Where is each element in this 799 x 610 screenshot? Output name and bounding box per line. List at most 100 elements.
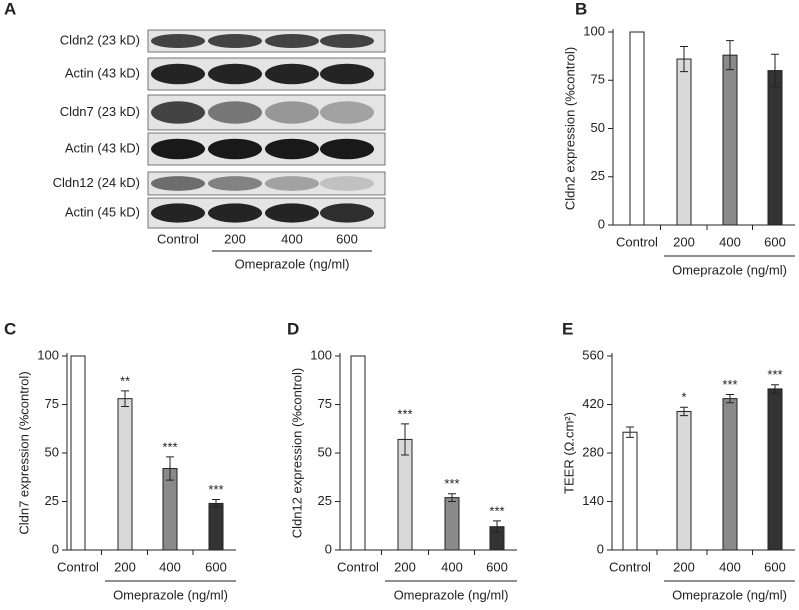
blot-row-label: Actin (45 kD) [65, 204, 140, 219]
blot-band [320, 101, 374, 124]
group-label: Omeprazole (ng/ml) [113, 587, 228, 602]
error-bar [771, 384, 779, 394]
blot-band [265, 176, 319, 191]
significance: *** [208, 482, 223, 497]
bar [350, 355, 366, 551]
x-tick-label: 400 [441, 559, 463, 574]
blot-band [208, 33, 262, 49]
significance: *** [162, 439, 177, 454]
x-tick-label: 400 [159, 559, 181, 574]
error-bar [448, 493, 456, 502]
blot-row-label: Cldn2 (23 kD) [60, 32, 140, 47]
blot-band [265, 101, 319, 124]
bar [722, 54, 738, 226]
x-tick-label: 400 [719, 559, 741, 574]
panel-label: C [4, 319, 16, 338]
x-tick-label: 200 [394, 559, 416, 574]
group-label: Omeprazole (ng/ml) [672, 587, 787, 602]
panel-label: B [575, 0, 587, 18]
group-label: Omeprazole (ng/ml) [394, 587, 509, 602]
blot-band [208, 63, 262, 85]
panel-label: D [287, 319, 299, 338]
y-tick-label: 75 [591, 72, 605, 87]
error-bar [401, 423, 409, 456]
blot-row-label: Cldn7 (23 kD) [60, 104, 140, 119]
bar [117, 398, 133, 551]
blot-band [151, 203, 205, 223]
bar [444, 497, 460, 551]
x-tick-label: 200 [673, 234, 695, 249]
significance: *** [489, 503, 504, 518]
blot-row-label: Actin (43 kD) [65, 65, 140, 80]
y-tick-label: 50 [318, 444, 332, 459]
error-bar [626, 426, 634, 438]
blot-row-label: Cldn12 (24 kD) [53, 175, 140, 190]
x-tick-label: 600 [486, 559, 508, 574]
significance: *** [444, 476, 459, 491]
group-label: Omeprazole (ng/ml) [672, 262, 787, 277]
error-bar [166, 456, 174, 481]
blot-band [265, 63, 319, 85]
blot-band [265, 203, 319, 223]
bar [622, 431, 638, 551]
significance: *** [767, 367, 782, 382]
y-tick-label: 100 [310, 347, 332, 362]
group-label: Omeprazole (ng/ml) [235, 256, 350, 271]
blot-band [151, 138, 205, 160]
panel-label: A [4, 0, 16, 18]
y-tick-label: 25 [591, 168, 605, 183]
x-tick-label: Control [609, 559, 651, 574]
y-tick-label: 100 [37, 347, 59, 362]
lane-label: 600 [336, 231, 358, 246]
x-tick-label: 200 [673, 559, 695, 574]
y-tick-label: 25 [45, 493, 59, 508]
bar [767, 388, 783, 551]
bar [722, 398, 738, 551]
x-tick-label: Control [616, 234, 658, 249]
y-tick-label: 100 [583, 23, 605, 38]
blot-band [320, 33, 374, 49]
y-tick-label: 0 [325, 541, 332, 556]
blot-band [265, 138, 319, 160]
significance: * [681, 390, 686, 405]
bar [676, 410, 692, 551]
error-bar [121, 390, 129, 407]
bar [767, 70, 783, 226]
y-tick-label: 420 [582, 396, 604, 411]
blot-row-label: Actin (43 kD) [65, 140, 140, 155]
x-tick-label: Control [57, 559, 99, 574]
error-bar [726, 40, 734, 71]
bar [397, 438, 413, 551]
y-tick-label: 50 [591, 120, 605, 135]
blot-band [151, 101, 205, 124]
blot-band [208, 138, 262, 160]
x-tick-label: Control [337, 559, 379, 574]
x-tick-label: 600 [764, 559, 786, 574]
bar [70, 355, 86, 551]
x-tick-label: 200 [114, 559, 136, 574]
error-bar [726, 393, 734, 404]
y-axis-label: Cldn12 expression (%control) [289, 368, 304, 539]
lane-label: 200 [224, 231, 246, 246]
blot-band [320, 63, 374, 85]
lane-label: Control [157, 231, 199, 246]
error-bar [680, 45, 688, 73]
significance: ** [120, 373, 130, 388]
y-tick-label: 50 [45, 444, 59, 459]
y-axis-label: Cldn2 expression (%control) [562, 47, 577, 210]
bar [162, 468, 178, 551]
blot-band [208, 101, 262, 124]
significance: *** [722, 377, 737, 392]
y-tick-label: 0 [597, 541, 604, 556]
error-bar [493, 520, 501, 534]
lane-label: 400 [281, 231, 303, 246]
x-tick-label: 600 [205, 559, 227, 574]
blot-band [151, 176, 205, 191]
blot-band [151, 33, 205, 49]
y-tick-label: 560 [582, 347, 604, 362]
blot-band [320, 203, 374, 223]
y-tick-label: 280 [582, 444, 604, 459]
blot-band [265, 33, 319, 49]
blot-band [151, 63, 205, 85]
